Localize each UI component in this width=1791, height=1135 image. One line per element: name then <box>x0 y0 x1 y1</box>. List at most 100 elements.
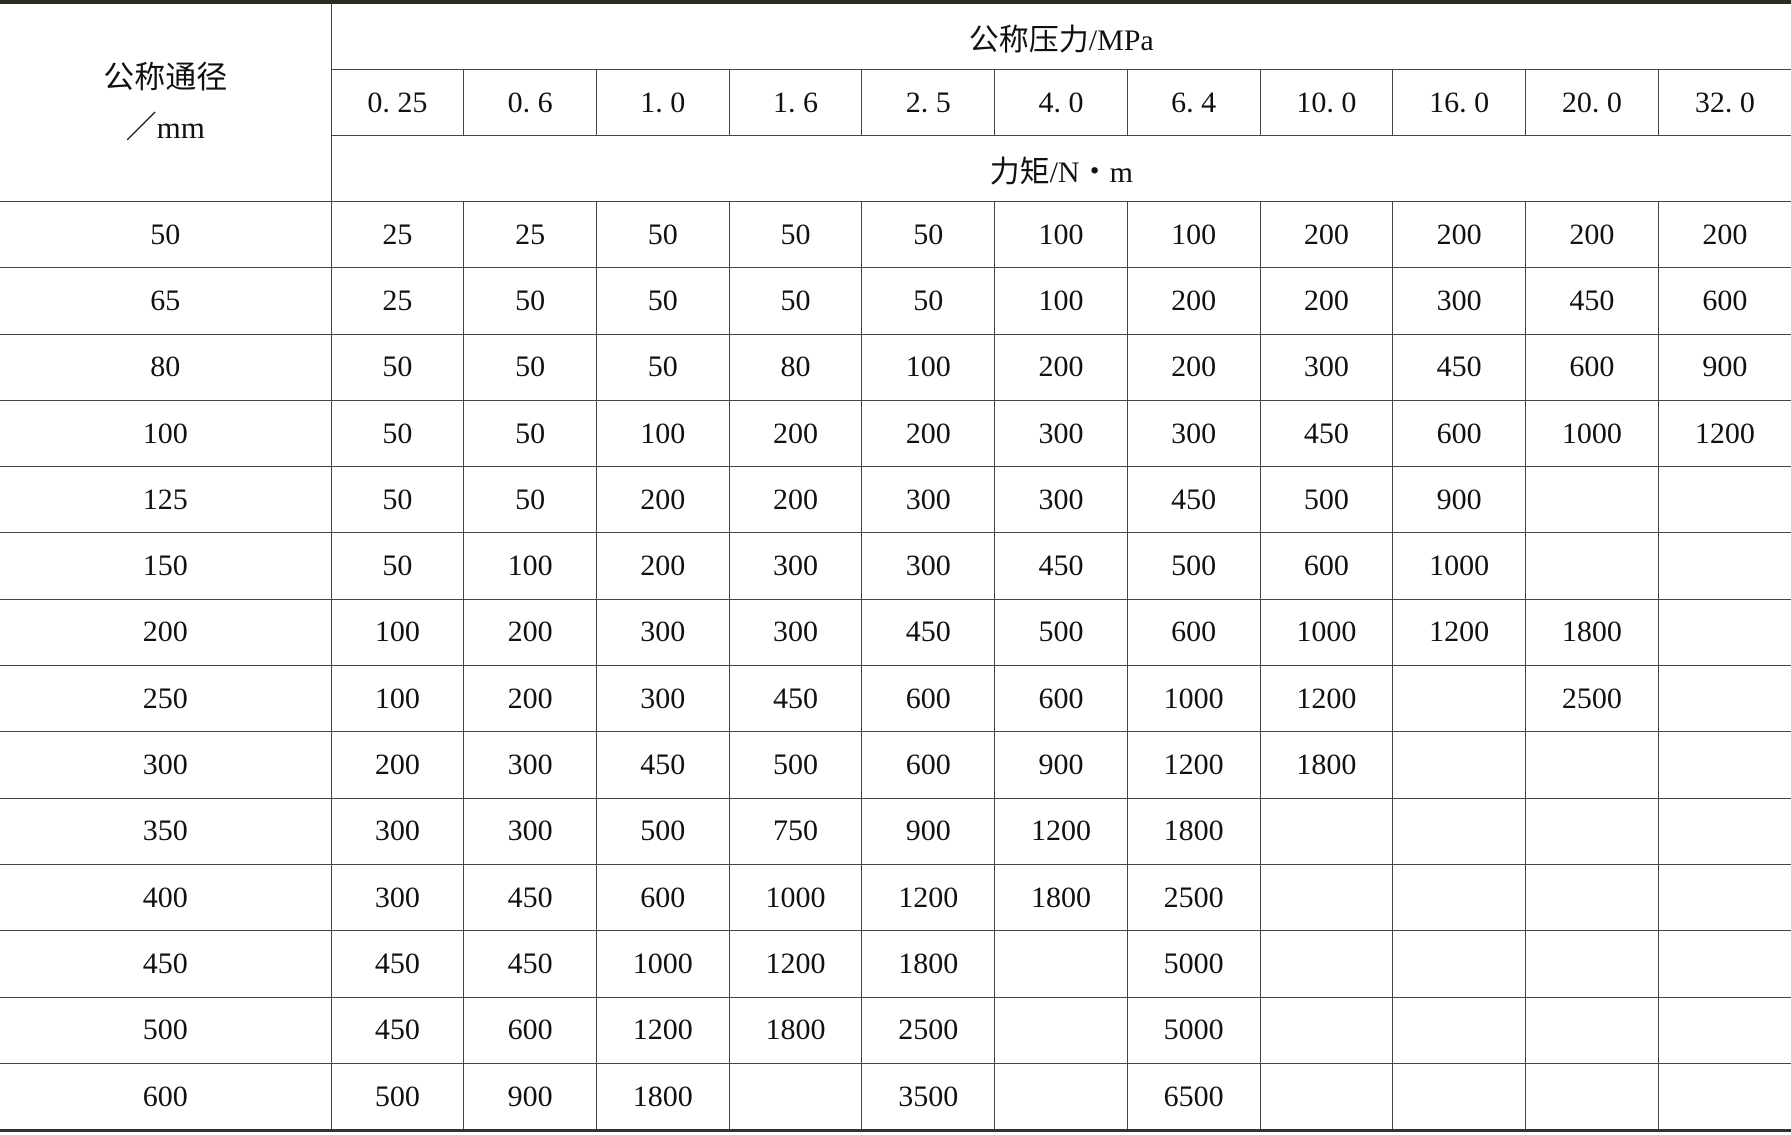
torque-cell: 1800 <box>1259 731 1394 799</box>
torque-cell: 100 <box>595 399 730 468</box>
torque-cell: 300 <box>330 797 465 865</box>
torque-cell: 1200 <box>1657 399 1791 468</box>
torque-cell: 300 <box>994 399 1128 468</box>
pressure-column-header: 10. 0 <box>1259 69 1394 136</box>
table-row: 80 50 50 50 80 100 200 200 300 450 600 900 <box>0 333 1791 401</box>
torque-cell <box>1392 930 1526 998</box>
table-row: 450 450 450 1000 1200 1800 5000 <box>0 930 1791 998</box>
torque-cell: 200 <box>728 466 863 534</box>
torque-cell: 600 <box>1524 333 1659 401</box>
pressure-column-header: 20. 0 <box>1524 69 1659 136</box>
torque-cell: 6500 <box>1126 1062 1261 1132</box>
torque-cell: 500 <box>330 1062 465 1132</box>
torque-cell: 50 <box>595 200 730 269</box>
torque-cell: 450 <box>463 863 597 932</box>
pressure-column-header: 0. 6 <box>463 69 597 136</box>
torque-cell: 1200 <box>861 863 996 932</box>
torque-cell <box>1259 1062 1394 1132</box>
torque-cell <box>1657 863 1791 932</box>
torque-cell <box>1259 797 1394 865</box>
torque-cell: 300 <box>861 532 996 600</box>
diameter-cell: 80 <box>0 333 332 401</box>
torque-cell: 600 <box>1259 532 1394 600</box>
pressure-column-header: 1. 0 <box>595 69 730 136</box>
diameter-label: 公称通径 <box>103 59 228 95</box>
torque-cell: 600 <box>861 665 996 733</box>
torque-cell <box>1524 996 1659 1064</box>
torque-cell: 200 <box>994 333 1128 401</box>
torque-cell <box>1657 466 1791 534</box>
torque-cell: 80 <box>728 333 863 401</box>
diameter-unit: ／mm <box>125 109 205 145</box>
torque-cell <box>1392 797 1526 865</box>
torque-cell: 450 <box>330 930 465 998</box>
pressure-column-header: 2. 5 <box>861 69 996 136</box>
table-row: 300 200 300 450 500 600 900 1200 1800 <box>0 731 1791 799</box>
torque-cell: 50 <box>330 466 465 534</box>
torque-cell: 200 <box>1524 200 1659 269</box>
diameter-cell: 500 <box>0 996 332 1064</box>
diameter-cell: 65 <box>0 267 332 335</box>
torque-cell <box>1657 996 1791 1064</box>
torque-cell: 100 <box>330 598 465 667</box>
torque-cell: 50 <box>595 267 730 335</box>
torque-cell: 50 <box>728 200 863 269</box>
torque-cell: 200 <box>1657 200 1791 269</box>
torque-cell: 50 <box>463 466 597 534</box>
torque-cell: 50 <box>595 333 730 401</box>
torque-cell: 300 <box>463 731 597 799</box>
table-row: 150 50 100 200 300 300 450 500 600 1000 <box>0 532 1791 600</box>
torque-cell: 1000 <box>728 863 863 932</box>
torque-cell <box>1657 797 1791 865</box>
header-row-torque: 力矩/N・m <box>0 135 1791 202</box>
torque-cell <box>1259 863 1394 932</box>
torque-cell <box>994 930 1128 998</box>
torque-cell: 900 <box>994 731 1128 799</box>
pressure-column-header: 0. 25 <box>331 69 465 136</box>
torque-cell <box>1657 665 1791 733</box>
torque-cell: 200 <box>463 598 597 667</box>
torque-cell: 500 <box>595 797 730 865</box>
torque-header: 力矩/N・m <box>331 135 1791 202</box>
torque-cell <box>1524 532 1659 600</box>
table-row: 100 50 50 100 200 200 300 300 450 600 1000 1200 <box>0 399 1791 468</box>
torque-cell <box>1259 996 1394 1064</box>
torque-cell: 25 <box>463 200 597 269</box>
torque-cell: 1800 <box>1524 598 1659 667</box>
torque-cell <box>1657 1062 1791 1132</box>
torque-cell: 600 <box>1126 598 1261 667</box>
table-row: 50 25 25 50 50 50 100 100 200 200 200 200 <box>0 200 1791 269</box>
torque-cell: 600 <box>861 731 996 799</box>
table-row: 600 500 900 1800 3500 6500 <box>0 1062 1791 1132</box>
torque-cell: 1000 <box>1126 665 1261 733</box>
torque-cell: 5000 <box>1126 996 1261 1064</box>
torque-cell: 25 <box>330 267 465 335</box>
torque-cell <box>994 996 1128 1064</box>
torque-cell <box>1524 930 1659 998</box>
torque-cell: 50 <box>463 333 597 401</box>
pressure-column-header: 4. 0 <box>994 69 1128 136</box>
torque-cell <box>1524 466 1659 534</box>
torque-cell: 2500 <box>1524 665 1659 733</box>
diameter-cell: 350 <box>0 797 332 865</box>
torque-cell: 200 <box>1392 200 1526 269</box>
torque-cell: 750 <box>728 797 863 865</box>
torque-cell: 1200 <box>1392 598 1526 667</box>
torque-cell: 1000 <box>1524 399 1659 468</box>
pressure-column-header: 16. 0 <box>1392 69 1526 136</box>
torque-cell: 1000 <box>595 930 730 998</box>
torque-cell: 600 <box>1657 267 1791 335</box>
table-row: 500 450 600 1200 1800 2500 5000 <box>0 996 1791 1064</box>
torque-cell: 300 <box>463 797 597 865</box>
torque-cell: 900 <box>861 797 996 865</box>
torque-cell: 300 <box>595 665 730 733</box>
diameter-cell: 450 <box>0 930 332 998</box>
torque-cell: 450 <box>1392 333 1526 401</box>
diameter-cell: 250 <box>0 665 332 733</box>
torque-cell: 2500 <box>1126 863 1261 932</box>
torque-cell: 100 <box>1126 200 1261 269</box>
table-row: 400 300 450 600 1000 1200 1800 2500 <box>0 863 1791 932</box>
torque-cell: 1800 <box>595 1062 730 1132</box>
